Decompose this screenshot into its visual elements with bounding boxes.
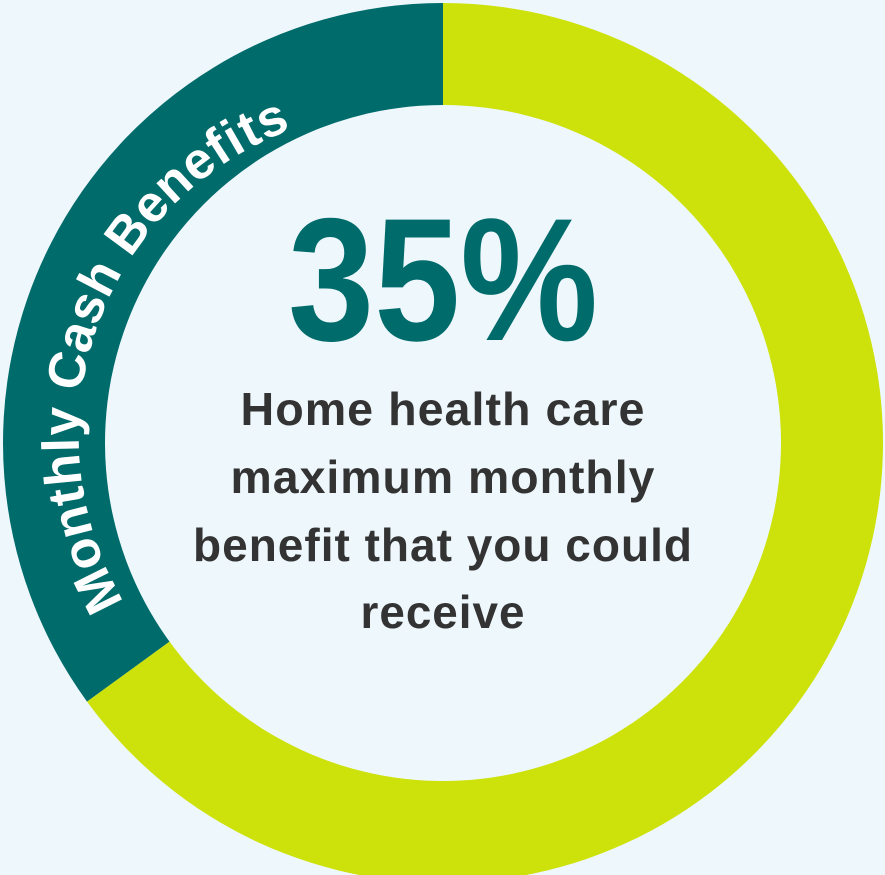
caption: Home health care maximum monthly benefit… [193,383,693,638]
donut-slice-accent [3,3,444,702]
donut-slices [3,3,883,875]
caption-line: receive [361,586,526,638]
caption-line: benefit that you could [193,519,693,571]
caption-line: maximum monthly [231,451,656,503]
caption-line: Home health care [241,383,646,435]
percent-value: 35% [288,183,598,378]
